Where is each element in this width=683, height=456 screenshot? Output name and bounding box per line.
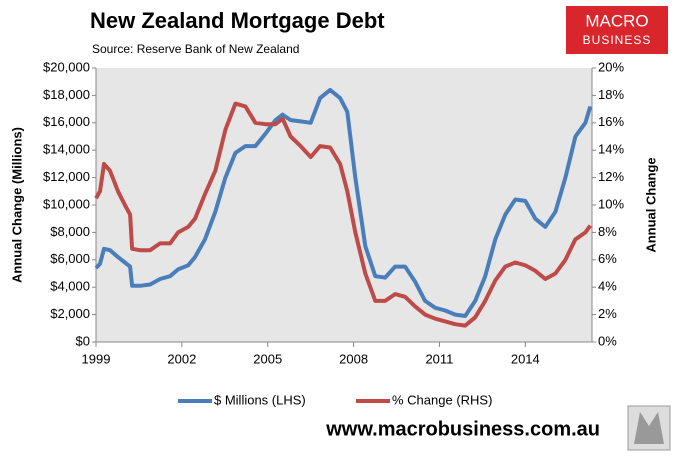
x-tick-label: 2002: [167, 351, 196, 366]
legend-label: % Change (RHS): [392, 392, 492, 407]
y-axis-label: Annual Change (Millions): [9, 127, 24, 283]
y2-tick-label: 16%: [598, 114, 624, 129]
y2-tick-label: 14%: [598, 142, 624, 157]
logo-text: MACRO: [585, 11, 648, 30]
x-tick-label: 2008: [339, 351, 368, 366]
y2-tick-label: 6%: [598, 251, 617, 266]
y-tick-label: $4,000: [50, 279, 90, 294]
y-tick-label: $18,000: [43, 87, 90, 102]
y-tick-label: $2,000: [50, 306, 90, 321]
footer-url: www.macrobusiness.com.au: [325, 418, 600, 440]
y-tick-label: $10,000: [43, 196, 90, 211]
y2-tick-label: 12%: [598, 169, 624, 184]
y-tick-label: $20,000: [43, 59, 90, 74]
y-tick-label: $8,000: [50, 224, 90, 239]
y2-axis-label: Annual Change: [643, 157, 658, 252]
y-tick-label: $6,000: [50, 251, 90, 266]
y-tick-label: $14,000: [43, 142, 90, 157]
y2-tick-label: 4%: [598, 279, 617, 294]
x-tick-label: 2011: [425, 351, 453, 366]
y2-tick-label: 20%: [598, 59, 624, 74]
chart-title: New Zealand Mortgage Debt: [90, 8, 385, 33]
data-line: [94, 87, 593, 318]
y2-tick-label: 18%: [598, 87, 624, 102]
x-tick-label: 1999: [82, 351, 111, 366]
logo-image: [634, 412, 664, 444]
y2-tick-label: 2%: [598, 306, 617, 321]
x-tick-label: 2005: [253, 351, 282, 366]
y-tick-label: $16,000: [43, 114, 90, 129]
logo-box: [566, 6, 668, 54]
chart-subtitle: Source: Reserve Bank of New Zealand: [92, 42, 299, 56]
x-tick-label: 2014: [511, 351, 540, 366]
y2-tick-label: 10%: [598, 196, 624, 211]
legend-label: $ Millions (LHS): [214, 392, 306, 407]
y-tick-label: $12,000: [43, 169, 90, 184]
y-tick-label: $0: [76, 333, 90, 348]
logo-text: BUSINESS: [583, 33, 652, 47]
y2-tick-label: 0%: [598, 333, 617, 348]
y2-tick-label: 8%: [598, 224, 617, 239]
data-line: [94, 101, 592, 328]
